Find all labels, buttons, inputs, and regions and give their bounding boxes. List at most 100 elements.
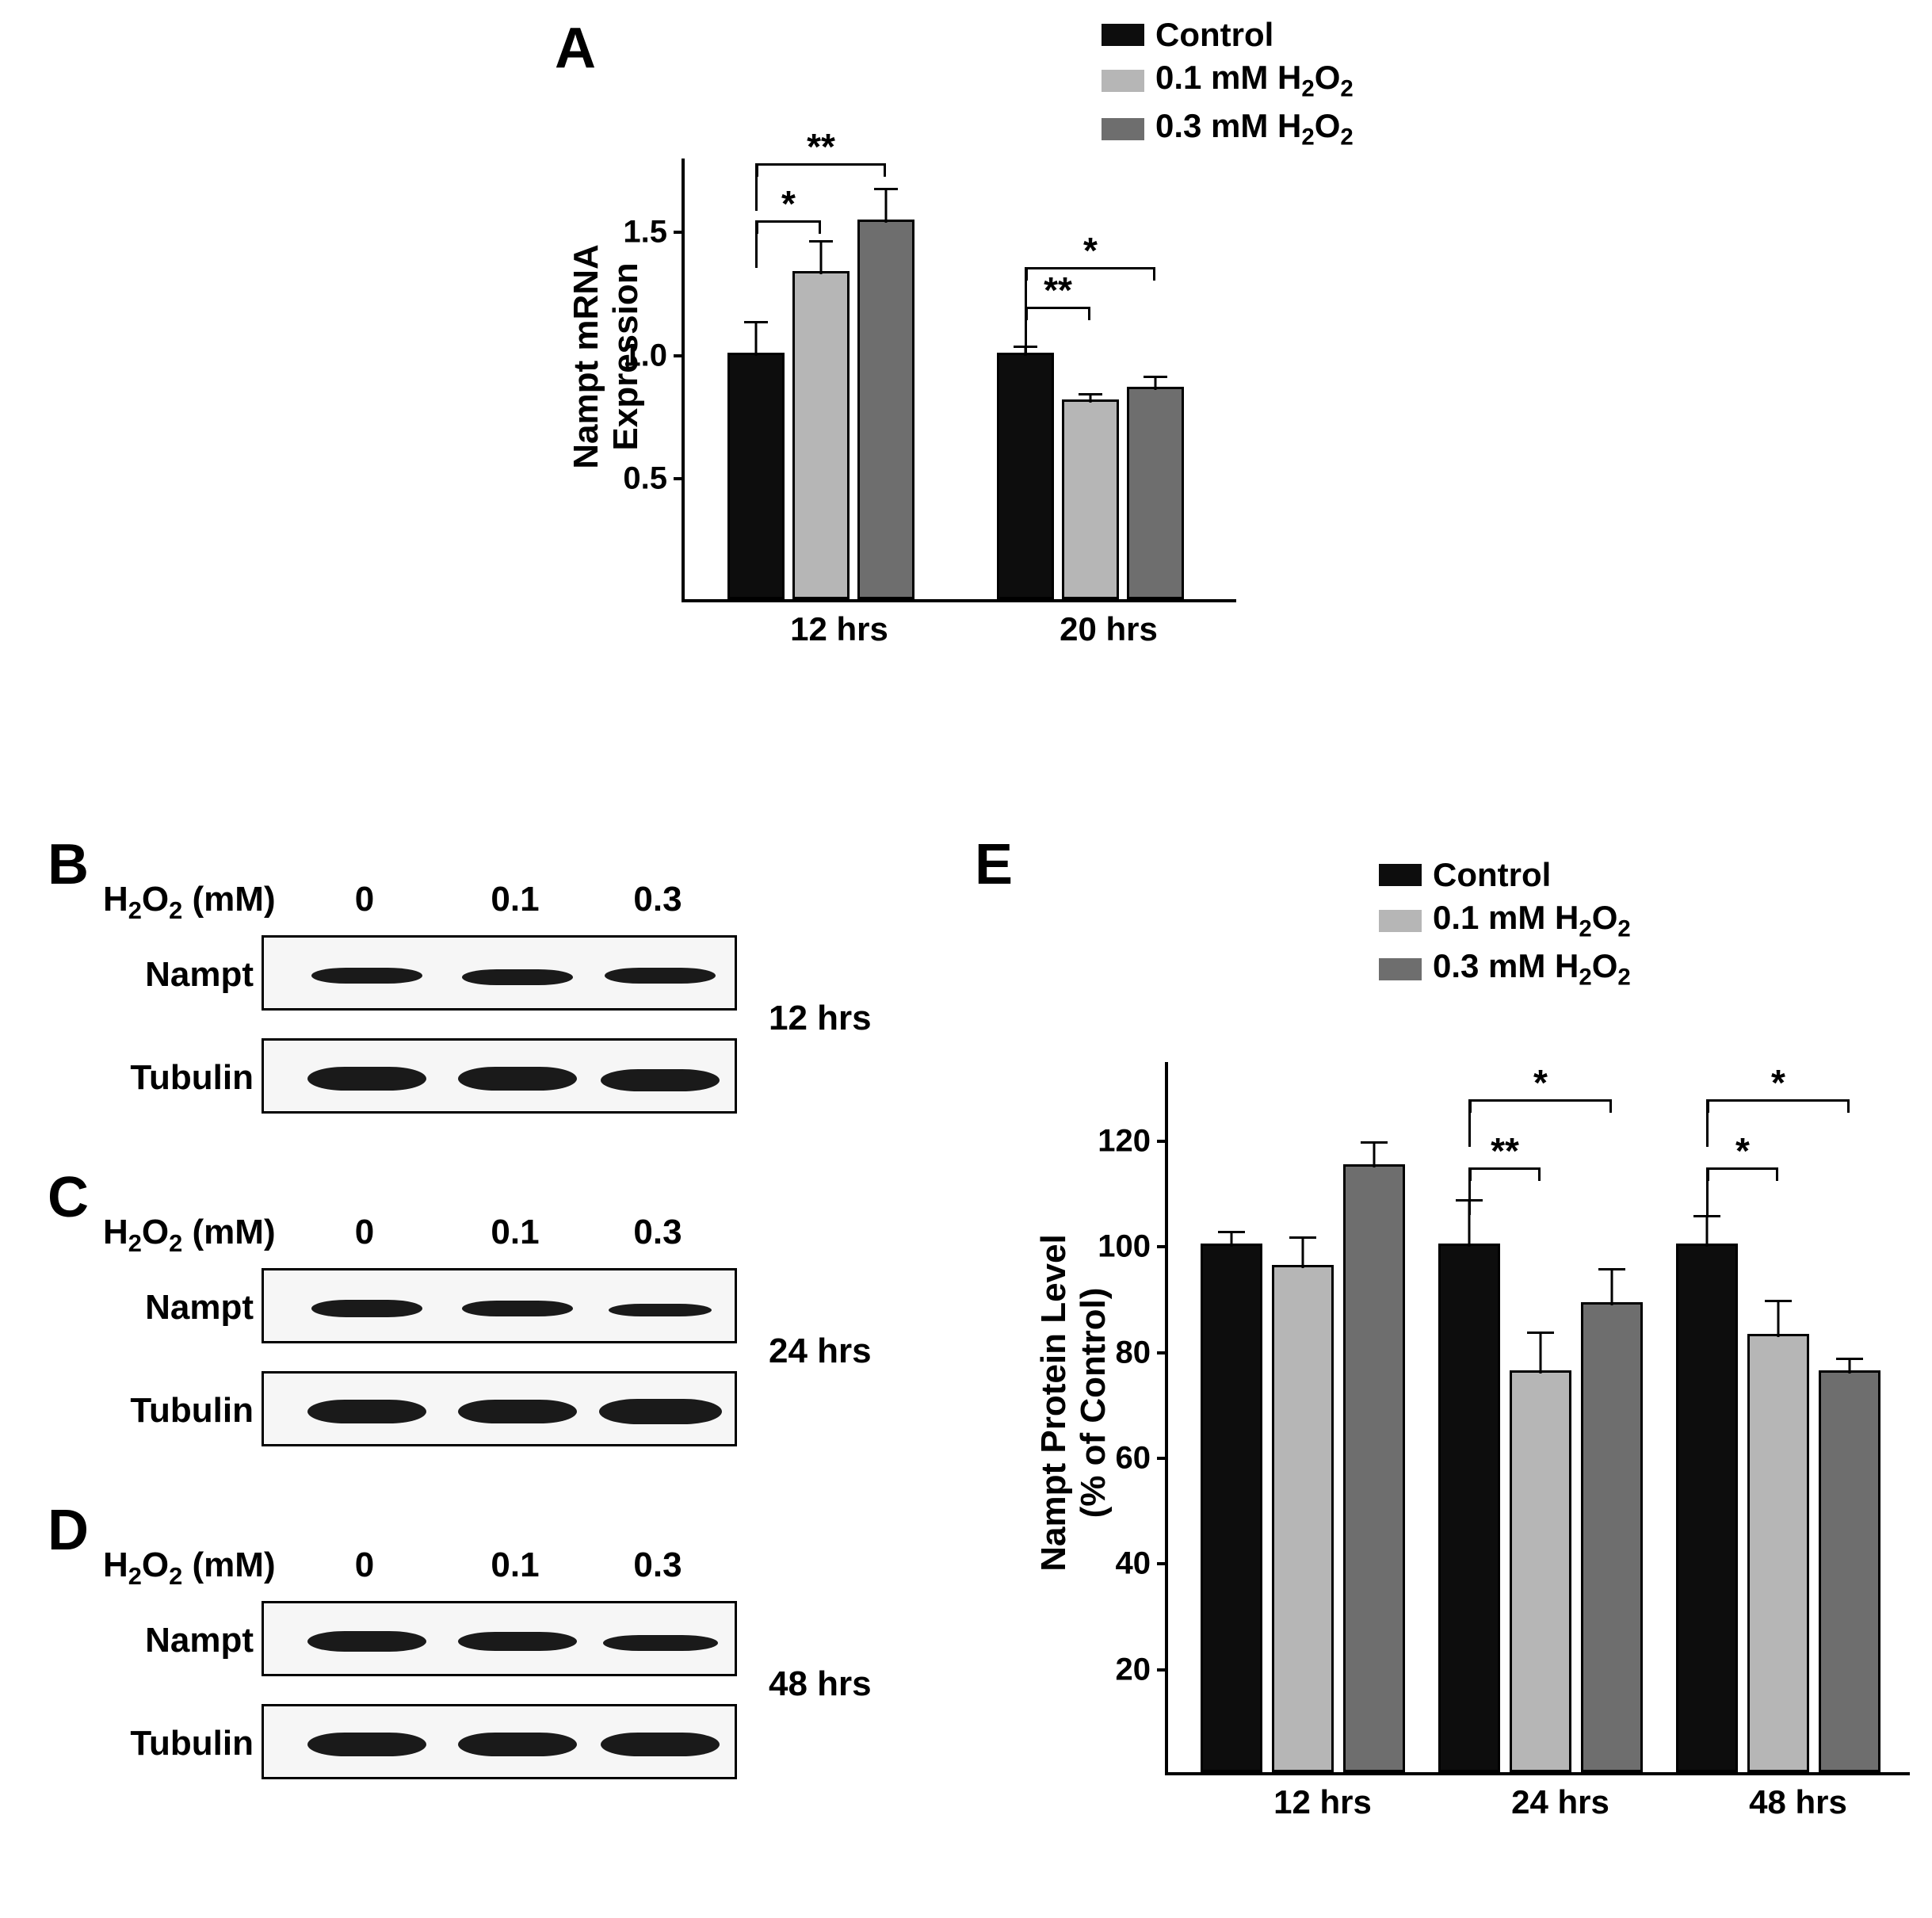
ytick-label: 0.5 [623,461,685,497]
legend-text: 0.3 mM H2O2 [1155,107,1354,151]
sig-text: ** [1491,1129,1519,1172]
legend-text: Control [1155,16,1273,54]
xgroup-label: 48 hrs [1749,1783,1847,1821]
legend-swatch [1379,864,1422,886]
legend-swatch [1102,70,1144,92]
legend-text: 0.1 mM H2O2 [1155,59,1354,102]
panel-label-c: C [48,1165,89,1230]
ytick-label: 20 [1116,1652,1169,1687]
wb-col-label: 0 [355,880,374,919]
wb-band [601,1733,720,1756]
sig-text: * [1771,1061,1785,1104]
error-bar [1611,1268,1613,1305]
bar [857,220,914,599]
wb-band [307,1400,426,1423]
wb-band [311,968,422,984]
wb-band [458,1632,577,1651]
legend-swatch [1379,910,1422,932]
ylabel-e-1: Nampt Protein Level [1034,1234,1074,1571]
wb-lane-box [262,1268,737,1343]
legend-item: Control [1379,856,1631,894]
legend-text: Control [1433,856,1551,894]
wb-band [462,969,573,985]
sig-text: * [781,182,796,225]
error-bar [820,240,823,275]
axes-e: 2040608010012012 hrs24 hrs***48 hrs** [1165,1062,1910,1775]
bar [1438,1244,1500,1772]
ytick-label: 60 [1116,1441,1169,1477]
xgroup-label: 24 hrs [1511,1783,1609,1821]
legend-text: 0.3 mM H2O2 [1433,947,1631,991]
sig-stem [1706,1167,1709,1215]
bar [1201,1244,1262,1772]
bar [727,353,785,599]
ytick-label: 80 [1116,1335,1169,1370]
bar [1272,1265,1334,1772]
error-bar [885,188,888,223]
wb-lane-box [262,1601,737,1676]
panel-label-b: B [48,832,89,897]
error-cap [1693,1215,1720,1217]
error-cap [1218,1231,1245,1233]
bar [1819,1370,1880,1772]
bar [1062,399,1119,599]
bar [1581,1302,1643,1772]
wb-row-label: Nampt [95,1621,254,1660]
bar [1676,1244,1738,1772]
legend-item: 0.1 mM H2O2 [1379,899,1631,942]
wb-header: H2O2 (mM) [103,880,276,925]
ytick-label: 120 [1098,1124,1168,1160]
error-bar [1849,1358,1851,1374]
sig-stem [1025,267,1027,315]
error-bar [1373,1141,1376,1167]
panel-label-a: A [555,16,596,81]
axes-a: 0.51.01.512 hrs***20 hrs*** [682,159,1236,602]
wb-band [458,1400,577,1423]
sig-text: * [1533,1061,1548,1104]
sig-text: ** [807,125,835,168]
wb-col-label: 0.3 [633,1545,682,1585]
wb-band [462,1301,573,1316]
ytick-label: 100 [1098,1229,1168,1265]
legend-item: 0.3 mM H2O2 [1102,107,1354,151]
xgroup-label: 12 hrs [790,610,888,648]
wb-band [599,1399,722,1424]
wb-lane-box [262,1704,737,1779]
wb-band [307,1733,426,1756]
sig-text: ** [1044,269,1072,311]
wb-col-label: 0.1 [491,1213,539,1252]
legend-item: 0.1 mM H2O2 [1102,59,1354,102]
ytick-label: 1.0 [623,338,685,373]
sig-stem [1468,1167,1471,1215]
wb-time-label: 48 hrs [769,1664,872,1704]
bar [997,353,1054,599]
ytick-label: 40 [1116,1546,1169,1582]
panel-label-d: D [48,1498,89,1563]
sig-stem [1468,1099,1471,1147]
wb-lane-box [262,1371,737,1446]
wb-band [307,1067,426,1091]
wb-lane-box [262,1038,737,1114]
wb-band [609,1304,712,1316]
error-cap [1765,1300,1792,1302]
chart-e: Nampt Protein Level (% of Control) 20406… [1117,1062,1910,1855]
xgroup-label: 20 hrs [1060,610,1158,648]
wb-band [605,968,716,984]
error-cap [1598,1268,1625,1270]
wb-col-label: 0 [355,1213,374,1252]
panel-label-e: E [975,832,1013,897]
wb-band [458,1733,577,1756]
error-cap [1144,376,1167,378]
sig-text: * [1083,229,1098,272]
legend-swatch [1102,118,1144,140]
chart-a: Nampt mRNA Expression 0.51.01.512 hrs***… [634,159,1284,745]
wb-col-label: 0.1 [491,1545,539,1585]
wb-band [601,1069,720,1091]
error-cap [1289,1236,1316,1239]
figure: A Control0.1 mM H2O20.3 mM H2O2 Nampt mR… [16,16,1916,1902]
bar [1510,1370,1571,1772]
wb-header: H2O2 (mM) [103,1545,276,1591]
wb-band [458,1067,577,1091]
wb-row-label: Tubulin [95,1724,254,1763]
legend-a: Control 0.1 mM H2O2 0.3 mM H2O2 [1102,16,1354,156]
